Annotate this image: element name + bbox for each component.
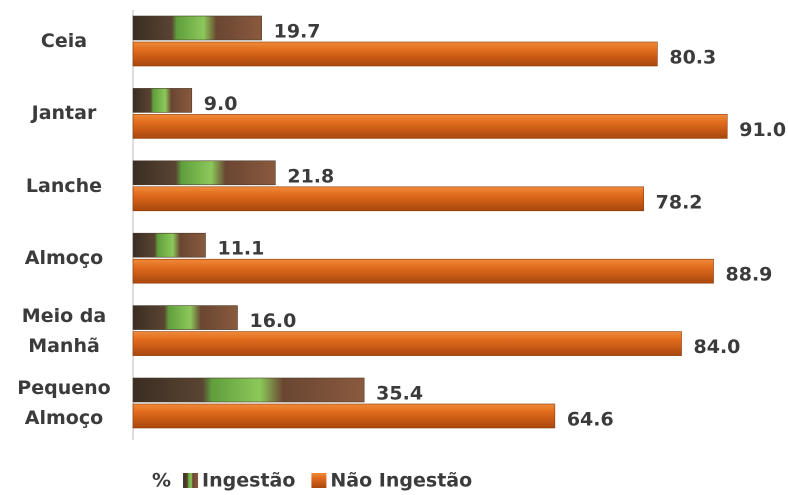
value-label: 88.9 — [726, 264, 773, 286]
bar — [132, 331, 682, 356]
value-label: 11.1 — [217, 238, 264, 260]
bar — [132, 186, 644, 212]
value-label: 16.0 — [249, 310, 296, 332]
bar — [132, 403, 556, 429]
value-label: 91.0 — [739, 119, 786, 141]
bar — [132, 305, 238, 330]
value-label: 64.6 — [567, 409, 614, 431]
value-label: 78.2 — [656, 191, 703, 213]
value-label: 21.8 — [287, 165, 334, 187]
value-label: 35.4 — [376, 383, 423, 405]
category-label: Almoço — [24, 247, 104, 270]
value-label: 80.3 — [669, 47, 716, 69]
bar — [132, 377, 365, 403]
bar — [132, 41, 658, 67]
legend-title: % — [152, 470, 171, 492]
bar — [132, 88, 193, 113]
category-label: Pequeno Almoço — [17, 377, 111, 429]
value-label: 9.0 — [204, 93, 238, 115]
bar — [132, 258, 714, 284]
bar — [132, 15, 262, 41]
category-label: Jantar — [31, 102, 97, 125]
legend-swatch — [183, 473, 199, 488]
bar — [132, 114, 728, 139]
category-label: Ceia — [40, 30, 88, 52]
value-label: 19.7 — [274, 21, 321, 43]
bar — [132, 232, 206, 258]
category-label: Meio da Manhã — [21, 304, 107, 357]
legend-label: Não Ingestão — [330, 470, 472, 492]
legend-swatch — [311, 473, 327, 488]
bar — [132, 160, 276, 186]
legend-label: Ingestão — [202, 470, 295, 492]
value-label: 84.0 — [694, 336, 741, 358]
category-label: Lanche — [25, 174, 103, 197]
